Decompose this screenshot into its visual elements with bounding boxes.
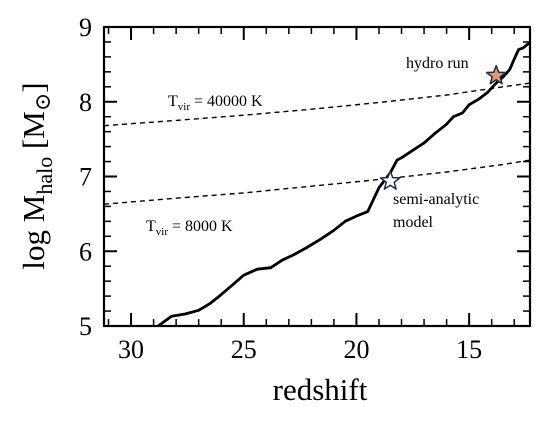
annotation-tvir-8000: Tvir = 8000 K bbox=[146, 218, 233, 238]
star-marker-semi-analytic bbox=[379, 170, 401, 190]
y-tick-label: 6 bbox=[79, 237, 92, 266]
x-tick-label: 25 bbox=[231, 335, 257, 364]
annotation-tvir-40000-rest: = 40000 K bbox=[190, 93, 263, 110]
annotation-tvir-8000-rest: = 8000 K bbox=[168, 218, 233, 235]
annotation-hydro-run: hydro run bbox=[406, 55, 469, 72]
y-axis-title-main: log M bbox=[16, 195, 51, 270]
x-axis-title: redshift bbox=[273, 372, 368, 407]
y-tick-label: 9 bbox=[79, 13, 92, 42]
marker-layer bbox=[379, 64, 507, 190]
annotation-tvir-40000-main: T bbox=[168, 93, 178, 110]
x-tick-label: 30 bbox=[118, 335, 144, 364]
star-marker-hydro bbox=[485, 64, 507, 85]
y-tick-label: 5 bbox=[79, 312, 92, 341]
y-axis-title-unit-open: [M bbox=[16, 111, 51, 157]
annotation-tvir-40000: Tvir = 40000 K bbox=[168, 93, 263, 113]
annotation-semi-analytic-line2: model bbox=[393, 214, 434, 231]
annotation-tvir-40000-sub: vir bbox=[178, 101, 191, 113]
y-tick-label: 8 bbox=[79, 88, 92, 117]
y-tick-label: 7 bbox=[79, 163, 92, 192]
annotation-tvir-8000-main: T bbox=[146, 218, 156, 235]
dashed-line-2 bbox=[103, 159, 531, 205]
annotation-semi-analytic-line1: semi-analytic bbox=[393, 191, 479, 208]
y-axis-title-unit-close: ] bbox=[16, 82, 51, 92]
y-axis-title-unit-symbol: ⊙ bbox=[30, 93, 55, 111]
y-axis-title: log Mhalo [M⊙] bbox=[16, 82, 57, 269]
y-axis-title-sub: halo bbox=[32, 157, 57, 195]
x-tick-label: 15 bbox=[456, 335, 482, 364]
x-tick-label: 20 bbox=[343, 335, 369, 364]
dashed-line-1 bbox=[103, 82, 531, 127]
annotation-tvir-8000-sub: vir bbox=[156, 226, 169, 238]
tick-layer: 30 25 20 15 5 6 7 8 9 bbox=[79, 13, 530, 364]
